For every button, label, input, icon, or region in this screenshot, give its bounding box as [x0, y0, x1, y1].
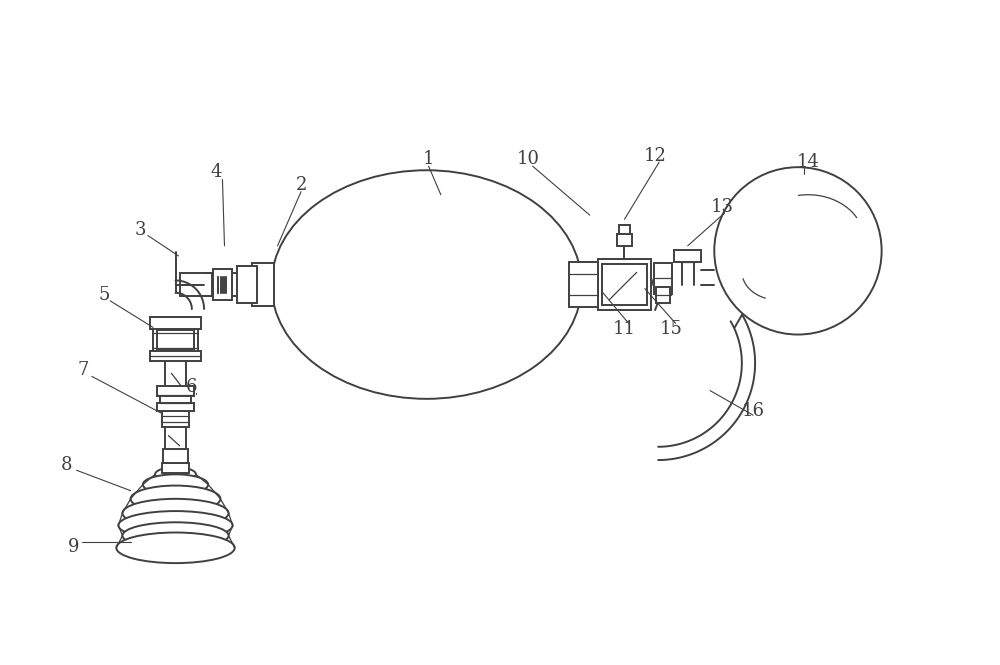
Text: 5: 5 — [98, 286, 110, 304]
Bar — [153, 327, 198, 352]
Bar — [252, 263, 274, 306]
Bar — [213, 269, 232, 300]
Ellipse shape — [714, 167, 882, 334]
Ellipse shape — [271, 170, 582, 399]
Bar — [160, 393, 191, 405]
Bar — [162, 463, 189, 473]
Bar — [157, 386, 194, 396]
Bar — [150, 351, 201, 361]
Bar — [674, 250, 701, 262]
Ellipse shape — [155, 467, 196, 481]
Text: 2: 2 — [295, 176, 307, 194]
Bar — [166, 451, 185, 461]
Text: 4: 4 — [211, 164, 222, 182]
Bar — [654, 263, 672, 294]
Text: 10: 10 — [517, 150, 540, 168]
Text: 11: 11 — [613, 321, 636, 338]
Bar — [162, 411, 189, 428]
Ellipse shape — [131, 485, 220, 512]
Bar — [572, 266, 595, 303]
Bar — [619, 225, 630, 233]
Bar — [205, 273, 244, 296]
Text: 8: 8 — [61, 456, 72, 474]
Text: 9: 9 — [68, 538, 79, 556]
Text: 7: 7 — [78, 361, 89, 379]
Text: 3: 3 — [135, 221, 147, 239]
Text: 1: 1 — [423, 150, 434, 168]
Bar — [237, 266, 257, 303]
Bar — [150, 317, 201, 329]
Text: 15: 15 — [660, 321, 683, 338]
Text: 6: 6 — [186, 378, 198, 396]
Text: 13: 13 — [711, 198, 734, 216]
Bar — [656, 287, 670, 303]
Ellipse shape — [143, 474, 208, 495]
Bar — [569, 262, 598, 307]
Ellipse shape — [116, 533, 235, 563]
Bar — [602, 264, 647, 305]
Text: 16: 16 — [742, 402, 765, 420]
Ellipse shape — [122, 522, 229, 549]
Ellipse shape — [118, 511, 233, 539]
Bar — [163, 449, 188, 463]
Bar — [157, 331, 194, 349]
Text: 14: 14 — [797, 153, 820, 171]
Bar — [157, 403, 194, 411]
Bar — [598, 259, 651, 310]
Ellipse shape — [122, 499, 229, 527]
Text: 12: 12 — [644, 147, 667, 165]
Bar — [617, 233, 632, 246]
Bar — [180, 273, 212, 296]
